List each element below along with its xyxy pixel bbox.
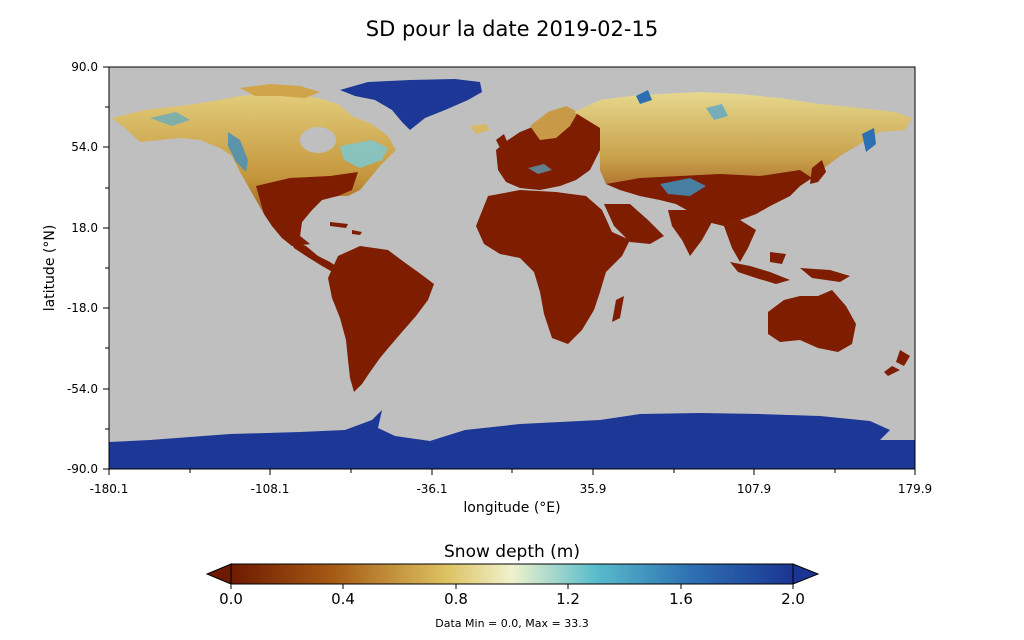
australia xyxy=(768,290,856,352)
iceland xyxy=(470,124,490,134)
y-tick-label: -54.0 xyxy=(66,382,98,396)
novaya-zemlya xyxy=(636,90,652,104)
colorbar-tick-label: 0.0 xyxy=(219,590,243,608)
y-tick-label: 18.0 xyxy=(71,221,98,235)
rockies-snow xyxy=(228,132,248,172)
alaska-snow xyxy=(150,112,190,126)
usa-no-snow xyxy=(256,172,358,246)
y-tick-label: -18.0 xyxy=(66,301,98,315)
europe xyxy=(496,112,600,190)
colorbar-max-arrow xyxy=(792,563,820,585)
arabia xyxy=(604,204,664,244)
kamchatka-snow xyxy=(862,128,876,152)
x-axis-label: longitude (°E) xyxy=(463,500,561,516)
x-tick-label: -180.1 xyxy=(89,482,129,496)
map-title: SD pour la date 2019-02-15 xyxy=(365,17,659,41)
data-range-footnote: Data Min = 0.0, Max = 33.3 xyxy=(435,617,589,630)
colorbar-title: Snow depth (m) xyxy=(444,542,580,562)
arctic-archipelago xyxy=(240,84,320,98)
british-isles xyxy=(496,134,508,152)
colorbar-ramp xyxy=(230,563,794,585)
x-tick-label: -108.1 xyxy=(250,482,290,496)
y-tick-label: 54.0 xyxy=(71,140,98,154)
south-america xyxy=(328,246,434,392)
africa xyxy=(476,190,630,344)
alps-snow xyxy=(528,164,552,174)
y-tick-label: -90.0 xyxy=(66,462,98,476)
india xyxy=(668,210,712,256)
map-area xyxy=(108,66,916,470)
central-america xyxy=(290,240,342,274)
hudson-bay xyxy=(300,127,336,153)
x-tick-label: 35.9 xyxy=(579,482,607,496)
siberia-snow xyxy=(706,104,728,120)
indonesia xyxy=(730,252,850,284)
tibet-snow xyxy=(660,178,706,196)
x-tick-label: 179.9 xyxy=(897,482,933,496)
x-tick-label: -36.1 xyxy=(416,482,448,496)
antarctica xyxy=(109,410,915,469)
x-tick-label: 107.9 xyxy=(736,482,772,496)
quebec-snow xyxy=(340,140,388,168)
southeast-asia xyxy=(724,220,756,262)
madagascar xyxy=(612,296,624,322)
colorbar-tick-label: 0.8 xyxy=(444,590,468,608)
x-axis-ticks xyxy=(108,469,916,475)
new-zealand xyxy=(884,350,910,376)
y-tick-label: 90.0 xyxy=(71,60,98,74)
japan xyxy=(810,160,826,184)
y-axis-label: latitude (°N) xyxy=(42,224,58,312)
colorbar-tick-label: 1.2 xyxy=(556,590,580,608)
colorbar xyxy=(205,563,820,589)
colorbar-tick-label: 2.0 xyxy=(781,590,805,608)
south-asia xyxy=(606,170,812,226)
colorbar-min-arrow xyxy=(205,563,232,585)
colorbar-tick-label: 0.4 xyxy=(331,590,355,608)
y-axis-ticks xyxy=(103,66,109,470)
scandinavia-snow xyxy=(530,106,578,140)
greenland xyxy=(340,79,482,130)
colorbar-tick-label: 1.6 xyxy=(669,590,693,608)
caribbean xyxy=(330,222,362,235)
